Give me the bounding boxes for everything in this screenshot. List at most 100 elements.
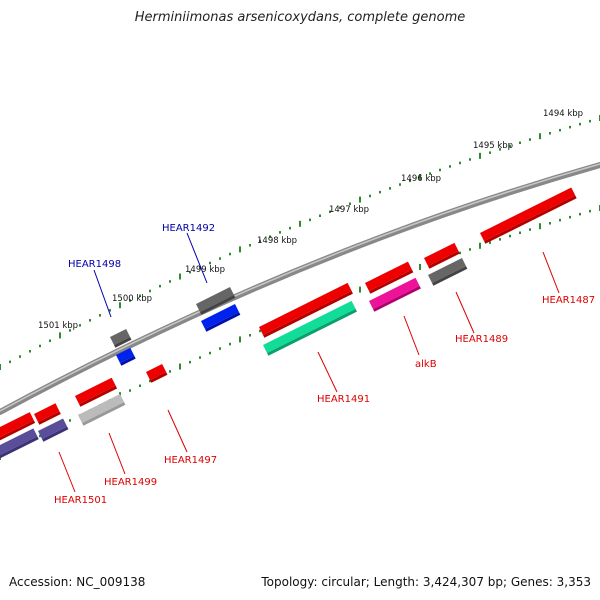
scale-dot [209,261,211,265]
scale-dot [499,148,501,151]
gene-label-hear1491[interactable]: HEAR1491 [317,394,370,405]
features-reverse-strand [0,258,468,459]
scale-dot [199,266,201,269]
callout-line [167,409,188,453]
scale-dot [329,210,331,213]
gene-feature-hear1498-upper[interactable] [110,328,132,348]
gene-feature-hear1487[interactable] [479,187,577,244]
scale-major-tick [539,223,541,230]
scale-dot [459,161,461,165]
gene-callouts [58,232,560,493]
scale-dot [449,165,451,168]
scale-dot [229,342,231,346]
scale-dot [509,144,511,148]
gene-label-hear1497[interactable]: HEAR1497 [164,455,217,466]
gene-feature-hear1499-lower[interactable] [78,394,126,426]
scale-dot [349,202,351,205]
scale-dot [219,347,221,350]
gene-label-hear1487[interactable]: HEAR1487 [542,295,595,306]
gene-label-hear1492[interactable]: HEAR1492 [162,223,215,234]
gene-feature-left-upper[interactable] [0,412,36,441]
gene-feature-hear1498-lower[interactable] [116,347,136,366]
gene-feature-hear1489-lower[interactable] [428,258,468,286]
scale-dot [29,350,31,353]
tick-label: 1500 kbp [112,294,152,304]
tick-label: 1494 kbp [543,109,583,119]
scale-dot [209,351,211,355]
scale-dot [149,289,151,293]
gene-feature-hear1489-upper[interactable] [424,242,460,269]
callout-line [186,232,208,284]
callout-line [455,291,475,334]
gene-label-alkb[interactable]: alkB [415,359,437,370]
gene-feature-hear1501-upper[interactable] [34,403,61,425]
scale-dot [519,231,521,234]
scale-dot [39,434,41,438]
genome-backbone [0,162,600,415]
tick-label: 1498 kbp [257,236,297,246]
scale-dot [439,168,441,172]
tick-label: 1499 kbp [185,265,225,275]
scale-major-tick [239,336,241,343]
scale-dot [509,234,511,238]
gene-label-hear1498[interactable]: HEAR1498 [68,259,121,270]
gene-label-hear1499[interactable]: HEAR1499 [104,477,157,488]
scale-dot [459,251,461,255]
scale-dot [309,218,311,222]
scale-dot [149,379,151,383]
genome-title: Herminiimonas arsenicoxydans, complete g… [134,10,466,25]
gene-feature-hear1491-upper[interactable] [259,282,353,338]
gene-feature-hear1492-upper[interactable] [196,287,236,315]
gene-label-hear1489[interactable]: HEAR1489 [455,334,508,345]
scale-dot [229,252,231,256]
scale-dot [249,334,251,337]
scale-dot [369,194,371,198]
scale-dot [129,389,131,392]
scale-dot [319,214,321,217]
gene-feature-hear1501-lower[interactable] [38,418,69,442]
scale-major-tick [119,302,121,309]
features-forward-strand [0,187,577,441]
scale-dot [139,294,141,297]
gene-feature-alkb-upper[interactable] [365,261,414,294]
scale-dot [69,419,71,422]
scale-dot [529,228,531,231]
gene-feature-hear1492-lower[interactable] [201,304,241,332]
gene-label-hear1501[interactable]: HEAR1501 [54,495,107,506]
scale-major-tick [239,246,241,253]
gene-feature-hear1497-upper[interactable] [146,363,168,383]
callout-line [58,451,76,493]
gene-feature-hear1491-lower[interactable] [263,300,357,356]
scale-major-tick [179,363,181,370]
tick-label: 1497 kbp [329,205,369,215]
scale-dot [269,235,271,238]
callout-line [93,269,112,318]
scale-dot [379,190,381,194]
scale-dot [569,125,571,129]
gene-feature-left-lower[interactable] [0,428,39,459]
accession-label: Accession: NC_009138 [9,575,146,589]
gene-feature-alkb-lower[interactable] [369,277,421,312]
callout-line [317,351,338,393]
scale-dot [279,231,281,234]
scale-dot [519,141,521,144]
scale-tick-labels: 1494 kbp 1495 kbp 1496 kbp 1497 kbp 1498… [38,109,583,331]
scale-dot [579,212,581,216]
tick-label: 1501 kbp [38,321,78,331]
scale-dot [159,284,161,288]
scale-dot [39,344,41,348]
tick-label: 1496 kbp [401,174,441,184]
scale-dot [259,239,261,243]
scale-major-tick [299,220,301,227]
scale-dot [249,244,251,247]
backbone-highlight [0,163,600,412]
scale-dot [389,187,391,190]
scale-dot [169,370,171,373]
scale-major-tick [419,264,421,270]
gene-feature-hear1499-upper[interactable] [75,377,118,407]
scale-dot [89,319,91,322]
scale-dot [429,172,431,175]
scale-major-tick [359,196,361,203]
